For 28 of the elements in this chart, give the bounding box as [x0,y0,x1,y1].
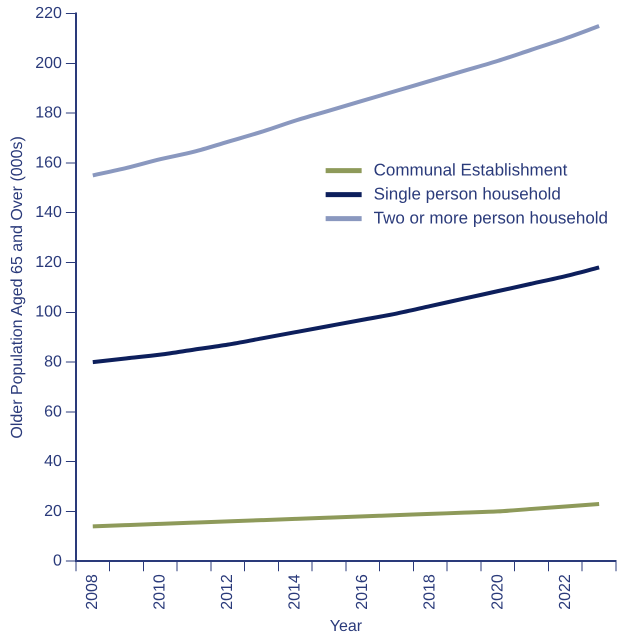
y-tick-label: 100 [35,304,62,321]
y-tick-label: 60 [44,403,62,420]
y-tick-label: 0 [52,552,62,570]
line-series [90,24,602,178]
y-tick-label: 80 [44,353,62,370]
y-tick-label: 200 [35,54,62,72]
x-tick-label: 2012 [219,574,236,610]
y-tick-label: 180 [35,104,62,122]
legend-label: Single person household [374,184,561,204]
y-tick-label: 140 [35,204,62,222]
x-tick-label: 2010 [152,574,169,610]
y-tick-label: 120 [35,254,62,271]
legend-label: Communal Establishment [374,160,568,180]
y-axis-title: Older Population Aged 65 and Over (000s) [9,136,26,439]
line-series [90,265,602,364]
x-tick-label: 2014 [286,574,304,610]
legend-label: Two or more person household [374,208,608,228]
y-tick-label: 20 [44,502,62,520]
y-tick-label: 220 [35,5,62,22]
x-tick-label: 2018 [422,574,439,610]
x-tick-label: 2016 [354,574,372,610]
x-tick-label: 2020 [489,574,506,610]
x-axis-title: Year [330,618,363,635]
y-tick-label: 160 [35,154,62,172]
x-tick-label: 2008 [84,574,102,610]
x-tick-label: 2022 [556,574,574,610]
y-tick-label: 40 [44,453,62,470]
line-series [90,502,602,528]
